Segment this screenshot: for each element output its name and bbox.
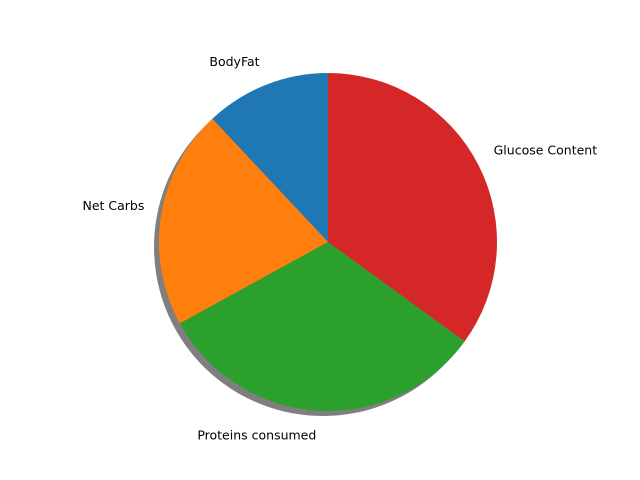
pie-slice-proteins-consumed: [179, 242, 465, 412]
pie-label-bodyfat: BodyFat: [209, 54, 259, 69]
pie-slice-glucose-content: [328, 73, 497, 342]
pie-label-net-carbs: Net Carbs: [82, 198, 144, 213]
pie-label-proteins-consumed: Proteins consumed: [197, 428, 316, 443]
pie-labels: BodyFat Net Carbs Proteins consumed Glucose…: [82, 54, 597, 442]
pie-slice-bodyfat: [212, 73, 328, 242]
pie-slices: [159, 73, 497, 412]
pie-slice-net-carbs: [159, 118, 328, 324]
pie-label-glucose-content: Glucose Content: [494, 143, 598, 158]
